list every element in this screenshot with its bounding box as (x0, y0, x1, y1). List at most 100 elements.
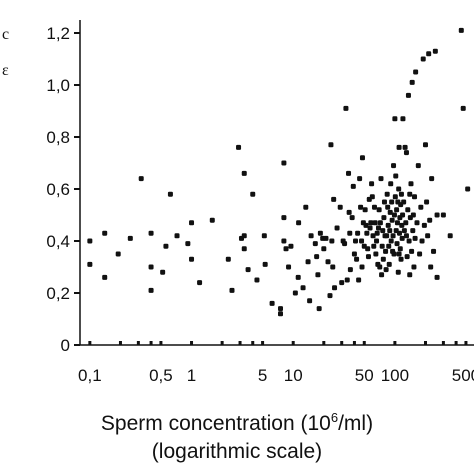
data-point (385, 204, 391, 210)
data-point (138, 176, 144, 182)
x-tick-label: 0,1 (78, 366, 102, 385)
data-point (409, 79, 415, 85)
data-point (410, 212, 416, 218)
data-point (388, 181, 394, 187)
data-point (392, 194, 398, 200)
data-point (415, 163, 421, 169)
data-point (413, 69, 419, 75)
data-point (346, 170, 352, 176)
data-point (388, 238, 394, 244)
data-point (262, 261, 268, 267)
data-points (87, 27, 471, 317)
data-point (102, 274, 108, 280)
data-point (385, 222, 391, 228)
data-point (396, 186, 402, 192)
data-point (295, 274, 301, 280)
data-point (359, 264, 365, 270)
data-point (189, 256, 195, 262)
data-point (391, 251, 397, 257)
data-point (357, 176, 363, 182)
data-point (148, 230, 154, 236)
x-tick-label: 5 (258, 366, 267, 385)
y-tick-label: 1,2 (46, 24, 70, 43)
data-point (278, 306, 284, 312)
data-point (327, 293, 333, 299)
data-point (381, 199, 387, 205)
data-point (405, 92, 411, 98)
data-point (127, 235, 133, 241)
data-point (334, 225, 340, 231)
data-point (323, 235, 329, 241)
data-point (383, 267, 389, 273)
data-point (241, 246, 247, 252)
data-point (364, 230, 370, 236)
data-point (394, 207, 400, 213)
ticks: 0 0,2 0,4 0,6 0,8 1,0 1,2 0,1 0,5 1 5 10 50 100 500 (46, 24, 474, 385)
x-tick-label: 0,5 (149, 366, 173, 385)
data-point (87, 238, 93, 244)
data-point (102, 230, 108, 236)
data-point (378, 176, 384, 182)
data-point (375, 225, 381, 231)
data-point (395, 269, 401, 275)
data-point (409, 248, 415, 254)
data-point (286, 264, 292, 270)
data-point (371, 243, 377, 249)
data-point (342, 241, 348, 247)
data-point (440, 212, 446, 218)
data-point (391, 163, 397, 169)
data-point (365, 254, 371, 260)
data-point (379, 272, 385, 278)
data-point (412, 194, 418, 200)
data-point (428, 264, 434, 270)
data-point (349, 215, 355, 221)
data-point (379, 243, 385, 249)
data-point (236, 144, 242, 150)
x-tick-label: 1 (187, 366, 196, 385)
data-point (421, 222, 427, 228)
data-point (278, 311, 284, 317)
data-point (377, 220, 383, 226)
x-axis-title-unit: /ml) (338, 412, 374, 435)
data-point (389, 199, 395, 205)
data-point (389, 217, 395, 223)
data-point (414, 220, 420, 226)
data-point (369, 194, 375, 200)
data-point (350, 183, 356, 189)
data-point (425, 233, 431, 239)
data-point (307, 298, 313, 304)
data-point (347, 230, 353, 236)
data-point (407, 272, 413, 278)
data-point (197, 280, 203, 286)
data-point (245, 267, 251, 273)
x-tick-label: 10 (284, 366, 303, 385)
data-point (374, 238, 380, 244)
y-tick-label: 1,0 (46, 76, 70, 95)
data-point (412, 235, 418, 241)
data-point (408, 181, 414, 187)
data-point (372, 220, 378, 226)
data-point (396, 230, 402, 236)
data-point (403, 233, 409, 239)
data-point (328, 142, 334, 148)
data-point (386, 261, 392, 267)
data-point (325, 259, 331, 265)
data-point (406, 238, 412, 244)
data-point (316, 306, 322, 312)
data-point (398, 191, 404, 197)
data-point (209, 217, 215, 223)
data-point (422, 142, 428, 148)
data-point (332, 285, 338, 291)
data-point (383, 248, 389, 254)
data-point (356, 277, 362, 283)
data-point (308, 233, 314, 239)
data-point (424, 199, 430, 205)
data-point (359, 155, 365, 161)
data-point (411, 264, 417, 270)
data-point (384, 191, 390, 197)
axes (79, 20, 474, 346)
data-point (300, 285, 306, 291)
x-axis-title-text: Sperm concentration (10 (100, 412, 331, 435)
data-point (337, 204, 343, 210)
